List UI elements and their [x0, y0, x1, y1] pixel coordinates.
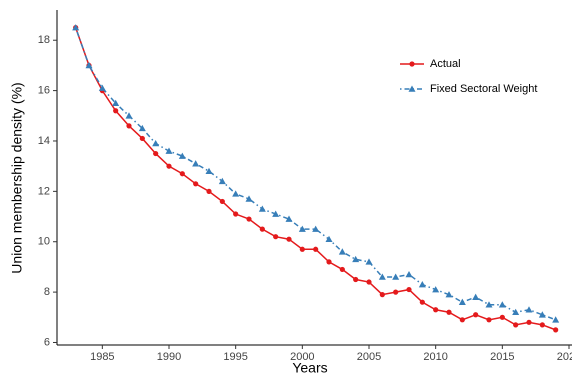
- marker: [152, 139, 160, 147]
- marker: [352, 255, 360, 263]
- y-tick-label: 14: [38, 135, 50, 147]
- legend-marker: [409, 61, 415, 67]
- y-tick-label: 16: [38, 85, 50, 97]
- marker: [139, 135, 145, 142]
- marker: [326, 259, 332, 265]
- marker: [472, 293, 480, 300]
- marker: [285, 215, 293, 222]
- marker: [433, 307, 439, 313]
- marker: [112, 99, 120, 106]
- marker: [499, 314, 505, 320]
- x-tick-label: 2015: [490, 351, 514, 363]
- marker: [72, 24, 80, 31]
- marker: [272, 210, 280, 217]
- marker: [298, 225, 306, 232]
- y-tick-label: 18: [38, 34, 50, 46]
- marker: [459, 317, 465, 323]
- marker: [418, 281, 426, 288]
- marker: [405, 270, 413, 278]
- marker: [205, 167, 213, 175]
- y-axis-title: Union membership density (%): [9, 82, 25, 273]
- x-tick-label: 2005: [357, 351, 381, 363]
- marker: [365, 258, 373, 265]
- marker: [445, 291, 453, 298]
- marker: [286, 236, 292, 242]
- x-tick-label: 2010: [423, 351, 447, 363]
- marker: [312, 225, 320, 232]
- marker: [526, 319, 532, 325]
- marker: [178, 152, 186, 159]
- x-tick-label: 1990: [157, 351, 181, 363]
- marker: [366, 279, 372, 285]
- marker: [379, 292, 385, 298]
- marker: [126, 123, 132, 129]
- marker: [98, 84, 106, 91]
- marker: [553, 327, 559, 333]
- marker: [393, 289, 399, 295]
- marker: [552, 316, 560, 323]
- marker: [473, 312, 479, 318]
- marker: [206, 188, 212, 194]
- marker: [406, 286, 412, 293]
- marker: [338, 248, 346, 255]
- y-tick-label: 12: [38, 185, 50, 197]
- marker: [233, 211, 239, 217]
- marker: [166, 163, 172, 169]
- marker: [273, 234, 279, 240]
- x-axis-title: Years: [292, 360, 327, 376]
- marker: [378, 273, 386, 280]
- marker: [446, 309, 452, 315]
- marker: [432, 286, 440, 293]
- x-tick-label: 2020: [557, 351, 572, 363]
- series-line: [74, 27, 556, 321]
- x-tick-label: 2000: [290, 351, 314, 363]
- marker: [153, 150, 159, 157]
- marker: [219, 198, 225, 205]
- marker: [85, 61, 93, 69]
- marker: [525, 306, 533, 313]
- marker: [512, 308, 520, 316]
- x-tick-label: 1995: [223, 351, 247, 363]
- marker: [193, 181, 199, 187]
- marker: [419, 299, 425, 305]
- marker: [538, 311, 546, 318]
- marker: [392, 273, 400, 280]
- legend-label: Fixed Sectoral Weight: [430, 83, 537, 95]
- marker: [485, 301, 493, 308]
- marker: [245, 195, 253, 202]
- marker: [232, 190, 240, 197]
- marker: [113, 108, 119, 114]
- y-tick-label: 10: [38, 236, 50, 248]
- y-tick-label: 6: [44, 336, 50, 348]
- marker: [498, 301, 506, 308]
- marker: [353, 276, 359, 283]
- marker: [259, 226, 265, 232]
- marker: [125, 112, 133, 119]
- marker: [313, 246, 319, 252]
- marker: [486, 317, 492, 323]
- x-tick-label: 1985: [90, 351, 114, 363]
- marker: [218, 177, 226, 185]
- marker: [299, 246, 305, 252]
- marker: [513, 322, 519, 328]
- marker: [258, 205, 266, 212]
- series-line: [74, 27, 556, 331]
- y-tick-label: 8: [44, 286, 50, 298]
- marker: [179, 171, 185, 177]
- marker: [325, 235, 333, 243]
- marker: [458, 298, 466, 305]
- legend-label: Actual: [430, 58, 461, 70]
- marker: [539, 322, 545, 328]
- marker: [339, 266, 345, 273]
- marker: [138, 124, 146, 132]
- legend-marker: [408, 85, 416, 92]
- marker: [246, 216, 252, 222]
- marker: [165, 147, 173, 154]
- marker: [192, 160, 200, 167]
